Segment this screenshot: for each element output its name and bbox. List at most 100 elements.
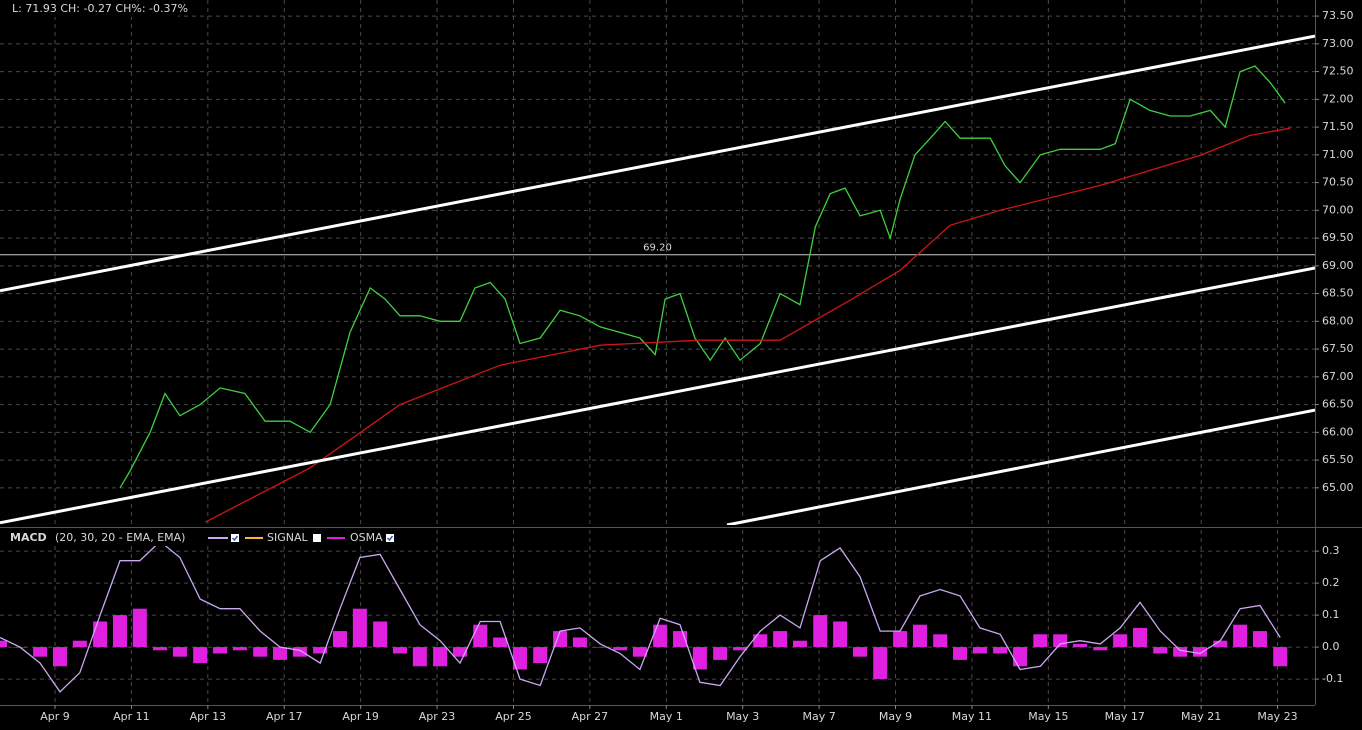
header-bg bbox=[0, 0, 178, 17]
y-tick-label: 71.50 bbox=[1322, 120, 1354, 133]
osma-bar bbox=[653, 624, 668, 648]
x-tick-label: May 15 bbox=[1028, 710, 1068, 723]
osma-bar bbox=[533, 647, 548, 664]
osma-bar bbox=[852, 647, 867, 657]
osma-bar bbox=[1033, 634, 1048, 648]
y-tick-label: 72.00 bbox=[1322, 92, 1354, 105]
osma-bar bbox=[753, 634, 768, 648]
y-tick-label: 72.50 bbox=[1322, 65, 1354, 78]
osma-bar bbox=[1053, 634, 1068, 648]
x-tick-label: Apr 27 bbox=[572, 710, 609, 723]
series-line bbox=[0, 540, 1281, 693]
osma-bar bbox=[912, 624, 927, 648]
legend-checkbox[interactable] bbox=[386, 534, 394, 542]
y-tick-label: -0.1 bbox=[1322, 672, 1343, 685]
legend-checkbox[interactable] bbox=[313, 534, 321, 542]
channel-line bbox=[0, 266, 1315, 525]
osma-bar bbox=[1133, 627, 1148, 648]
y-tick-label: 0.2 bbox=[1322, 576, 1340, 589]
osma-bar bbox=[72, 640, 87, 648]
channel-line bbox=[0, 34, 1315, 293]
y-tick-label: 65.00 bbox=[1322, 481, 1354, 494]
osma-bar bbox=[512, 647, 527, 670]
y-tick-label: 66.50 bbox=[1322, 398, 1354, 411]
hline-label: 69.20 bbox=[643, 243, 672, 254]
osma-bar bbox=[232, 647, 247, 651]
plot-area bbox=[0, 0, 1315, 525]
osma-bar bbox=[473, 624, 488, 648]
channel-line bbox=[726, 408, 1315, 525]
osma-bar bbox=[873, 647, 888, 680]
osma-bar bbox=[1193, 647, 1208, 657]
osma-bar bbox=[172, 647, 187, 657]
osma-bar bbox=[553, 631, 568, 648]
osma-bar bbox=[153, 647, 168, 651]
osma-bar bbox=[52, 647, 67, 667]
osma-bar bbox=[632, 647, 647, 657]
osma-bar bbox=[433, 647, 448, 667]
osma-bar bbox=[953, 647, 968, 660]
osma-bar bbox=[33, 647, 48, 657]
macd-params: (20, 30, 20 - EMA, EMA) bbox=[55, 531, 185, 544]
osma-bar bbox=[692, 647, 707, 670]
osma-bar bbox=[452, 647, 467, 657]
osma-bar bbox=[352, 608, 367, 648]
osma-bar bbox=[193, 647, 208, 664]
osma-bar bbox=[112, 615, 127, 648]
x-tick-label: Apr 23 bbox=[419, 710, 456, 723]
plot-area bbox=[0, 530, 1315, 705]
osma-bar bbox=[1213, 640, 1228, 648]
osma-bar bbox=[1093, 647, 1108, 651]
x-tick-label: Apr 13 bbox=[190, 710, 227, 723]
osma-bar bbox=[273, 647, 288, 660]
osma-bar bbox=[313, 647, 328, 654]
osma-bar bbox=[773, 631, 788, 648]
osma-bar bbox=[813, 615, 828, 648]
x-tick-label: Apr 9 bbox=[40, 710, 70, 723]
osma-bar bbox=[933, 634, 948, 648]
y-tick-label: 65.50 bbox=[1322, 453, 1354, 466]
legend-checkbox[interactable] bbox=[231, 534, 239, 542]
x-tick-label: May 23 bbox=[1257, 710, 1297, 723]
x-tick-label: May 7 bbox=[802, 710, 835, 723]
osma-bar bbox=[1013, 647, 1028, 667]
osma-bar bbox=[1273, 647, 1288, 667]
header-text: L: 71.93 CH: -0.27 CH%: -0.37% bbox=[12, 2, 188, 15]
osma-bar bbox=[213, 647, 228, 654]
y-tick-label: 69.50 bbox=[1322, 231, 1354, 244]
checkbox-tick bbox=[386, 535, 394, 542]
series-line bbox=[204, 127, 1291, 523]
legend-label: SIGNAL bbox=[267, 531, 309, 544]
osma-bar bbox=[253, 647, 268, 657]
osma-bar bbox=[132, 608, 147, 648]
osma-bar bbox=[993, 647, 1008, 654]
y-tick-label: 71.00 bbox=[1322, 148, 1354, 161]
osma-bar bbox=[613, 647, 628, 651]
x-tick-label: May 17 bbox=[1105, 710, 1145, 723]
osma-bar bbox=[493, 637, 508, 648]
osma-bar bbox=[1233, 624, 1248, 648]
x-tick-label: Apr 25 bbox=[495, 710, 532, 723]
x-tick-label: May 21 bbox=[1181, 710, 1221, 723]
osma-bar bbox=[733, 647, 748, 651]
osma-bar bbox=[0, 640, 7, 648]
osma-bar bbox=[1113, 634, 1128, 648]
y-tick-label: 0.3 bbox=[1322, 544, 1340, 557]
macd-title: MACD bbox=[10, 531, 47, 544]
y-tick-label: 73.50 bbox=[1322, 9, 1354, 22]
y-tick-label: 68.50 bbox=[1322, 287, 1354, 300]
y-tick-label: 0.0 bbox=[1322, 640, 1340, 653]
osma-bar bbox=[793, 640, 808, 648]
x-tick-label: May 9 bbox=[879, 710, 912, 723]
x-tick-label: May 11 bbox=[952, 710, 992, 723]
osma-bar bbox=[93, 621, 108, 648]
osma-bar bbox=[1173, 647, 1188, 657]
x-tick-label: Apr 19 bbox=[342, 710, 379, 723]
osma-bar bbox=[593, 647, 608, 648]
osma-bar bbox=[292, 647, 307, 657]
osma-bar bbox=[393, 647, 408, 654]
checkbox-tick bbox=[231, 535, 239, 542]
